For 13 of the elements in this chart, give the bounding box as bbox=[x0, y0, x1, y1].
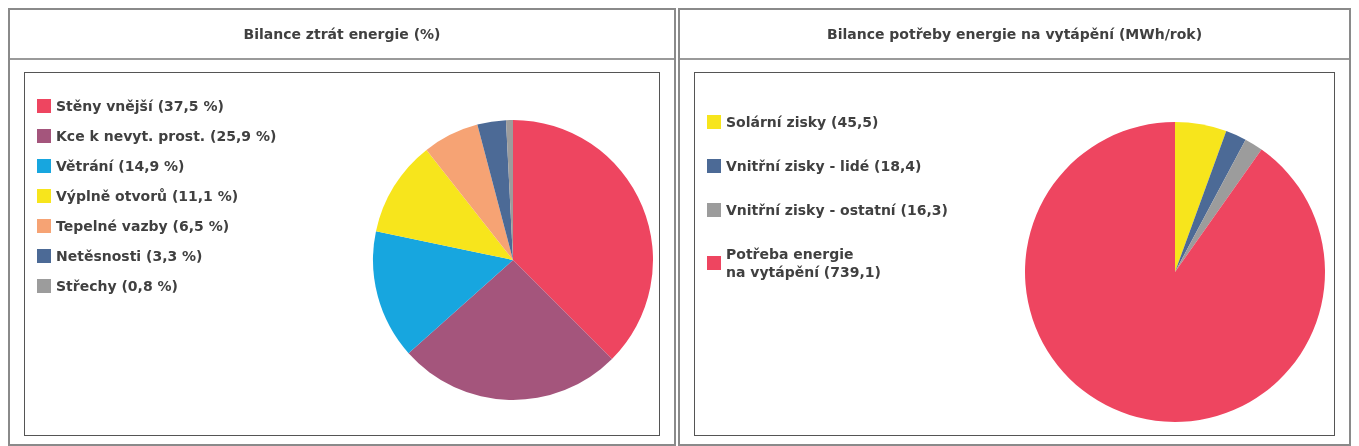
legend-label: Vnitřní zisky - ostatní (16,3) bbox=[726, 202, 948, 218]
chart-title: Bilance potřeby energie na vytápění (MWh/rok) bbox=[826, 26, 1203, 42]
legend-label: Kce k nevyt. prost. (25,9 %) bbox=[56, 128, 277, 144]
legend-label: Střechy (0,8 %) bbox=[56, 278, 178, 294]
legend-label: Tepelné vazby (6,5 %) bbox=[56, 218, 230, 234]
legend-label: Netěsnosti (3,3 %) bbox=[56, 248, 203, 264]
legend-label: Stěny vnější (37,5 %) bbox=[56, 98, 224, 114]
chart-title: Bilance ztrát energie (%) bbox=[243, 26, 441, 42]
legend-label: Vnitřní zisky - lidé (18,4) bbox=[726, 158, 922, 174]
legend-label: Potřeba energie na vytápění (739,1) bbox=[726, 246, 881, 280]
legend-label: Výplně otvorů (11,1 %) bbox=[56, 188, 239, 204]
legend-label: Solární zisky (45,5) bbox=[726, 114, 879, 130]
legend-label: Větrání (14,9 %) bbox=[56, 158, 185, 174]
